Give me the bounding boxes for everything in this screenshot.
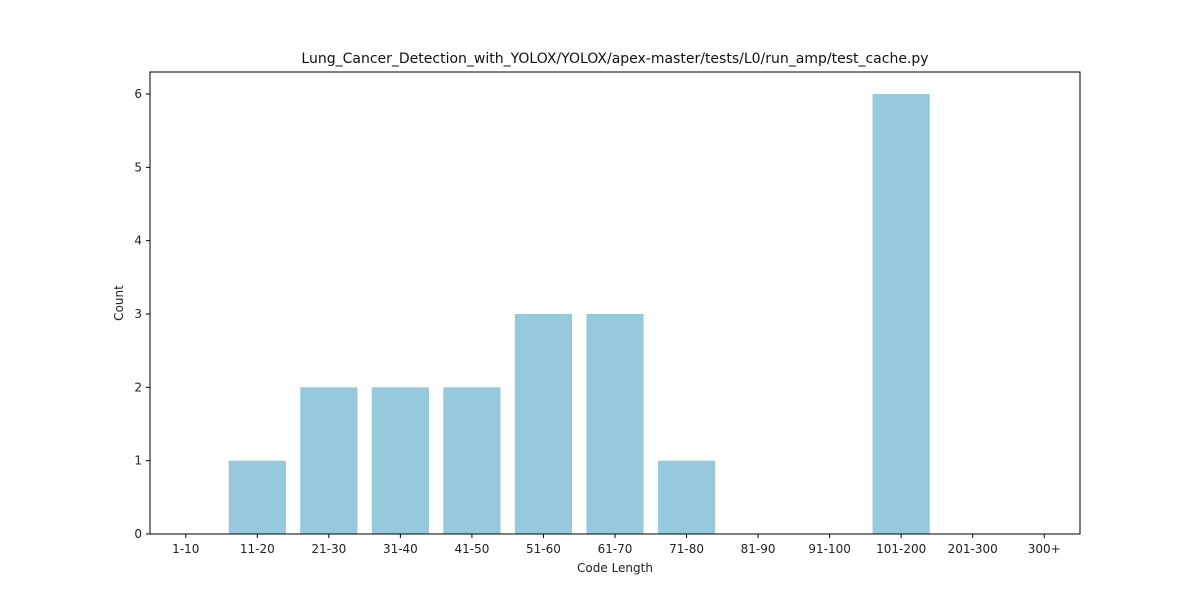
chart-title: Lung_Cancer_Detection_with_YOLOX/YOLOX/a… bbox=[301, 51, 928, 67]
y-tick-label: 4 bbox=[134, 234, 142, 248]
bar-21-30 bbox=[300, 387, 358, 534]
bar-61-70 bbox=[586, 314, 644, 534]
x-tick-label: 201-300 bbox=[948, 542, 998, 556]
x-tick-label: 300+ bbox=[1028, 542, 1061, 556]
bar-41-50 bbox=[443, 387, 501, 534]
bar-71-80 bbox=[657, 460, 716, 534]
y-tick-label: 5 bbox=[134, 160, 142, 174]
x-tick-label: 51-60 bbox=[526, 542, 561, 556]
x-tick-label: 61-70 bbox=[598, 542, 633, 556]
bars-group bbox=[228, 94, 930, 534]
x-tick-label: 71-80 bbox=[669, 542, 704, 556]
bar-101-200 bbox=[872, 94, 930, 534]
x-tick-label: 101-200 bbox=[876, 542, 926, 556]
bar-31-40 bbox=[371, 387, 429, 534]
y-tick-label: 2 bbox=[134, 380, 142, 394]
y-axis: 0 1 2 3 4 5 6 bbox=[134, 87, 150, 541]
x-axis-label: Code Length bbox=[577, 561, 653, 575]
x-tick-label: 41-50 bbox=[454, 542, 489, 556]
x-axis: 1-10 11-20 21-30 31-40 41-50 51-60 61-70 71-80 8… bbox=[172, 534, 1061, 556]
y-tick-label: 3 bbox=[134, 307, 142, 321]
y-axis-label: Count bbox=[112, 285, 126, 321]
y-tick-label: 6 bbox=[134, 87, 142, 101]
x-tick-label: 31-40 bbox=[383, 542, 418, 556]
x-tick-label: 81-90 bbox=[741, 542, 776, 556]
bar-51-60 bbox=[514, 314, 573, 534]
x-tick-label: 21-30 bbox=[311, 542, 346, 556]
x-tick-label: 1-10 bbox=[172, 542, 199, 556]
y-tick-label: 1 bbox=[134, 454, 142, 468]
bar-11-20 bbox=[228, 460, 286, 534]
y-tick-label: 0 bbox=[134, 527, 142, 541]
x-tick-label: 91-100 bbox=[808, 542, 851, 556]
x-tick-label: 11-20 bbox=[240, 542, 275, 556]
